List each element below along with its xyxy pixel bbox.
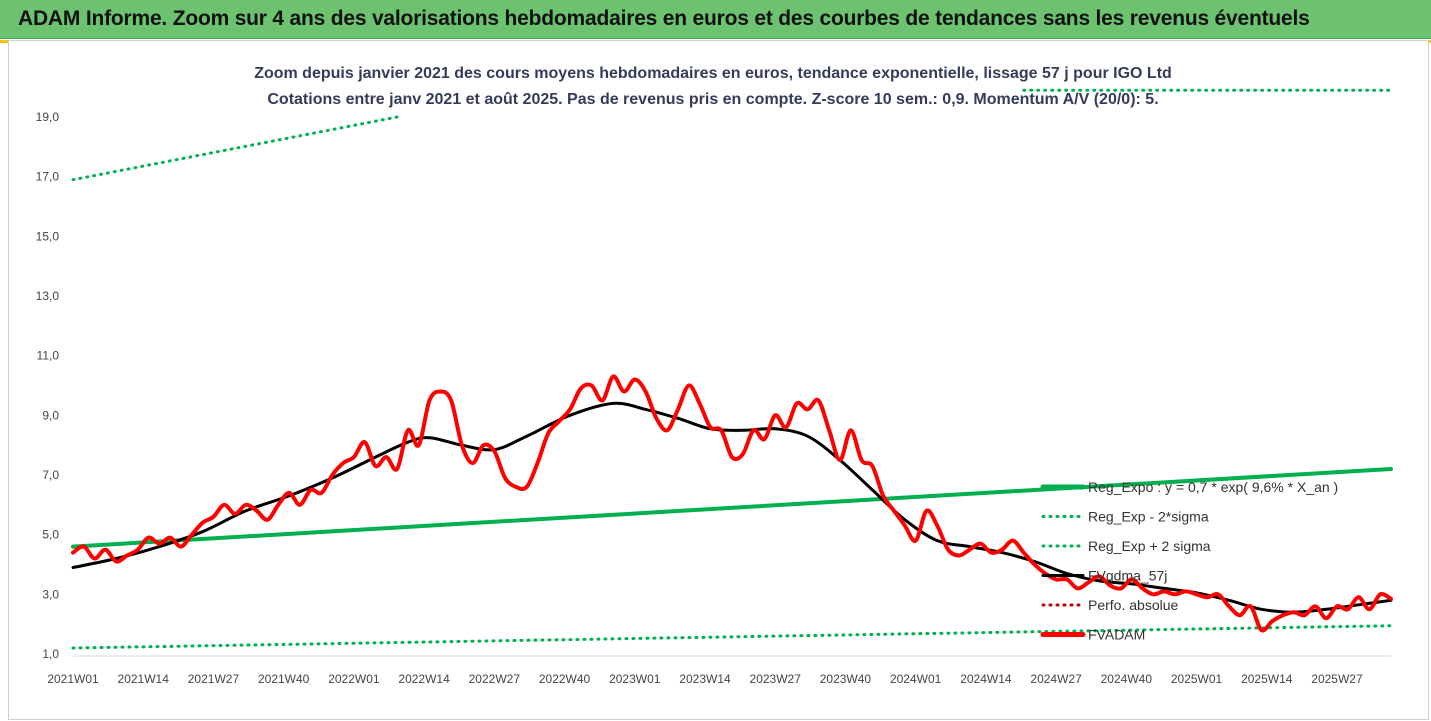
x-tick-label: 2022W01 [328,672,380,686]
x-tick-label: 2023W27 [750,672,802,686]
y-tick-label: 1,0 [42,647,59,661]
x-tick-label: 2025W14 [1241,672,1293,686]
x-tick-label: 2023W14 [679,672,731,686]
y-tick-label: 3,0 [42,587,59,601]
y-tick-label: 9,0 [42,408,59,422]
y-tick-label: 19,0 [36,110,60,124]
legend-label: Reg_Expo : y = 0,7 * exp( 9,6% * X_an ) [1088,479,1338,495]
legend-item: Reg_Exp - 2*sigma [1041,509,1209,525]
x-tick-label: 2024W14 [960,672,1012,686]
chart-area: Zoom depuis janvier 2021 des cours moyen… [8,40,1429,720]
x-tick-label: 2025W27 [1311,672,1363,686]
page-title: ADAM Informe. Zoom sur 4 ans des valoris… [18,7,1310,30]
x-tick-label: 2022W14 [398,672,450,686]
x-tick-label: 2025W01 [1171,672,1223,686]
legend-item: Reg_Expo : y = 0,7 * exp( 9,6% * X_an ) [1040,479,1338,495]
y-tick-label: 15,0 [36,229,60,243]
legend-label: Perfo. absolue [1088,597,1178,613]
x-tick-label: 2021W01 [47,672,99,686]
header-banner: ADAM Informe. Zoom sur 4 ans des valoris… [0,0,1431,39]
axis-layer: 1,0 3,0 5,0 7,0 9,0 11,0 13,0 15,0 17,0 19,0 2021W… [36,110,1391,686]
legend-item: FVgdma_57j [1041,568,1167,584]
x-tick-label: 2024W01 [890,672,942,686]
chart-title-line1: Zoom depuis janvier 2021 des cours moyen… [254,65,1172,82]
legend-item: FVADAM [1040,627,1145,643]
y-tick-label: 5,0 [42,528,59,542]
x-tick-label: 2021W27 [188,672,240,686]
chart-title-line2: Cotations entre janv 2021 et août 2025. … [267,91,1158,108]
x-tick-label: 2021W40 [258,672,310,686]
series-reg-expo [71,467,1393,549]
legend-item: Reg_Exp + 2 sigma [1041,538,1211,554]
legend-label: FVADAM [1088,627,1145,643]
x-tick-label: 2024W27 [1030,672,1082,686]
series-reg-minus-2sigma [71,624,1393,650]
line-chart: Zoom depuis janvier 2021 des cours moyen… [36,65,1393,686]
x-tick-label: 2022W40 [539,672,591,686]
y-tick-label: 11,0 [37,349,60,363]
x-tick-label: 2024W40 [1101,672,1153,686]
x-tick-label: 2022W27 [469,672,521,686]
legend-label: Reg_Exp + 2 sigma [1088,538,1211,554]
legend-label: FVgdma_57j [1088,568,1167,584]
legend-item: Perfo. absolue [1041,597,1178,613]
corner-mark-left [0,40,10,43]
series-reg-plus-2sigma [71,115,399,182]
x-tick-label: 2021W14 [118,672,170,686]
series-fvadam [71,374,1393,633]
x-tick-label: 2023W40 [820,672,872,686]
y-tick-label: 13,0 [36,289,60,303]
series-layer [71,88,1393,650]
x-tick-label: 2023W01 [609,672,661,686]
legend-label: Reg_Exp - 2*sigma [1088,509,1209,525]
y-tick-label: 7,0 [42,468,59,482]
y-tick-label: 17,0 [36,170,60,184]
legend: Reg_Expo : y = 0,7 * exp( 9,6% * X_an ) R… [1040,479,1338,643]
